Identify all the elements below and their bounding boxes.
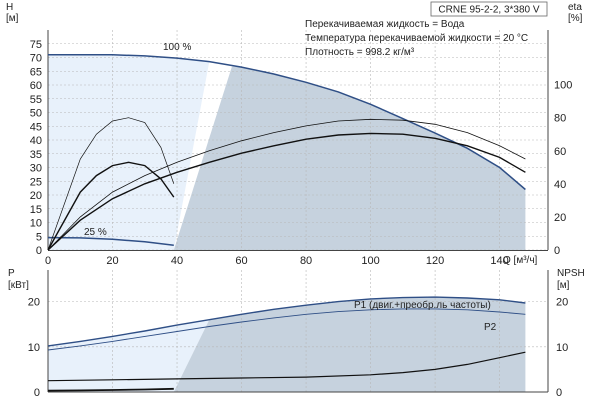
h-axis-label: H [м]	[6, 2, 19, 24]
y2-tick-label: 10	[556, 342, 568, 354]
y2-tick-label: 40	[554, 179, 566, 191]
y-tick-label: 20	[28, 297, 40, 309]
x-tick-label: 20	[106, 255, 118, 267]
x-tick-label: 0	[45, 255, 51, 267]
power-npsh-chart: 0 10 20 0 10 20	[28, 270, 568, 399]
x-tick-label: 120	[426, 255, 444, 267]
x-tick-label: 100	[361, 255, 379, 267]
y-tick-label: 20	[30, 190, 42, 202]
y-tick-label: 55	[30, 94, 42, 106]
p1-label: P1 (двиг.+преобр.ль частоты)	[354, 299, 491, 311]
x-tick-label: 80	[300, 255, 312, 267]
info-temperature: Температура перекачиваемой жидкости = 20…	[305, 33, 528, 44]
model-box	[430, 1, 548, 17]
y-tick-label: 75	[30, 39, 42, 51]
q-axis-label: Q [м³/ч]	[503, 255, 538, 266]
eta-curve-25-upper	[47, 117, 175, 251]
y2-tick-label: 80	[554, 113, 566, 125]
low-flow-region	[48, 54, 210, 250]
y2-tick-label: 100	[554, 80, 572, 92]
y2-tick-label: 60	[554, 146, 566, 158]
y2-tick-label: 0	[554, 245, 560, 257]
info-density: Плотность = 998.2 кг/м³	[305, 47, 415, 58]
y-tick-label: 5	[36, 231, 42, 243]
y-tick-label: 0	[36, 245, 42, 257]
y-tick-label: 10	[28, 342, 40, 354]
p-axis-label: P [кВт]	[8, 268, 29, 291]
performance-chart: 0 20 40 60 80 100 120 1400510152025303540455055…	[30, 30, 572, 267]
y-tick-label: 70	[30, 53, 42, 65]
low-flow-region-power	[48, 319, 210, 392]
x-tick-label: 140	[490, 255, 508, 267]
p1-curve	[47, 296, 526, 347]
y-tick-label: 50	[30, 108, 42, 120]
h-curve-25	[47, 236, 174, 247]
npsh-curve	[47, 351, 526, 382]
speed-label-100: 100 %	[163, 42, 191, 53]
y-tick-label: 30	[30, 163, 42, 175]
operating-region-power	[173, 297, 526, 392]
eta-curve-100-upper	[47, 118, 526, 251]
y-tick-label: 40	[30, 135, 42, 147]
y-tick-label: 60	[30, 80, 42, 92]
speed-label-25: 25 %	[84, 227, 107, 238]
y-tick-label: 25	[30, 176, 42, 188]
y2-tick-label: 20	[554, 212, 566, 224]
y-tick-label: 15	[30, 204, 42, 216]
eta-curve-100-lower	[47, 132, 526, 251]
p2-curve	[47, 308, 526, 351]
h-curve-100	[48, 54, 526, 191]
x-tick-label: 40	[171, 255, 183, 267]
x-tick-label: 60	[235, 255, 247, 267]
y-tick-label: 35	[30, 149, 42, 161]
p-curve-25	[47, 387, 174, 392]
eta-axis-label: eta [%]	[568, 2, 583, 24]
y-tick-label: 10	[30, 218, 42, 230]
y2-tick-label: 0	[556, 387, 562, 399]
y-tick-label: 65	[30, 66, 42, 78]
info-liquid: Перекачиваемая жидкость = Вода	[305, 19, 465, 30]
p2-label: P2	[484, 322, 497, 333]
y-tick-label: 0	[34, 387, 40, 399]
npsh-axis-label: NPSH [м]	[557, 268, 585, 291]
y2-tick-label: 20	[556, 297, 568, 309]
model-label: CRNE 95-2-2, 3*380 V	[438, 5, 539, 16]
y-tick-label: 45	[30, 121, 42, 133]
eta-curve-25-lower	[47, 161, 175, 251]
